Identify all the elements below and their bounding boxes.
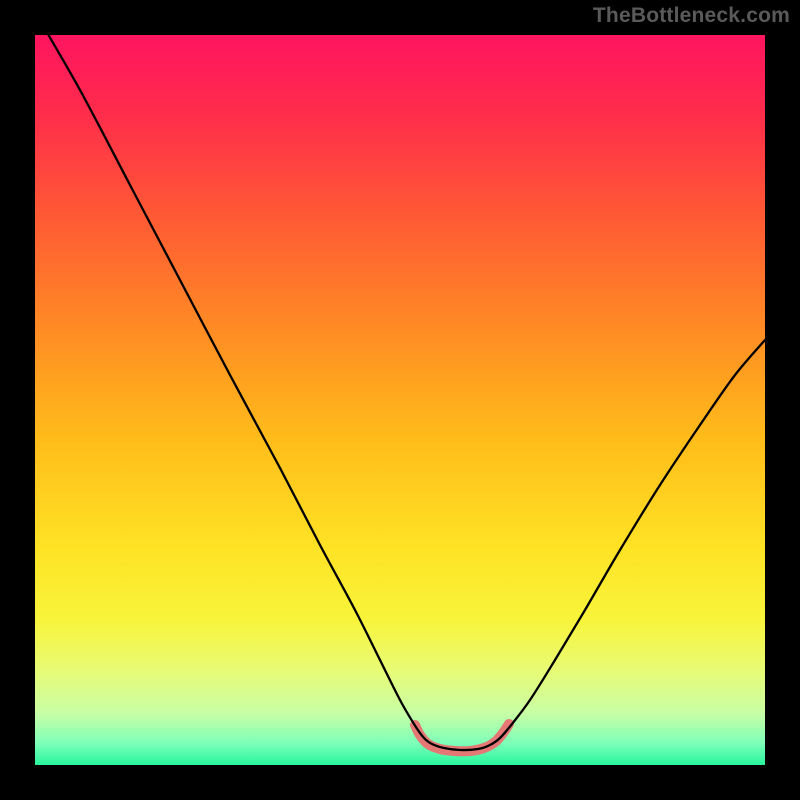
chart-frame: TheBottleneck.com [0,0,800,800]
plot-area [35,35,765,765]
chart-svg [0,0,800,800]
watermark-text: TheBottleneck.com [593,4,790,28]
